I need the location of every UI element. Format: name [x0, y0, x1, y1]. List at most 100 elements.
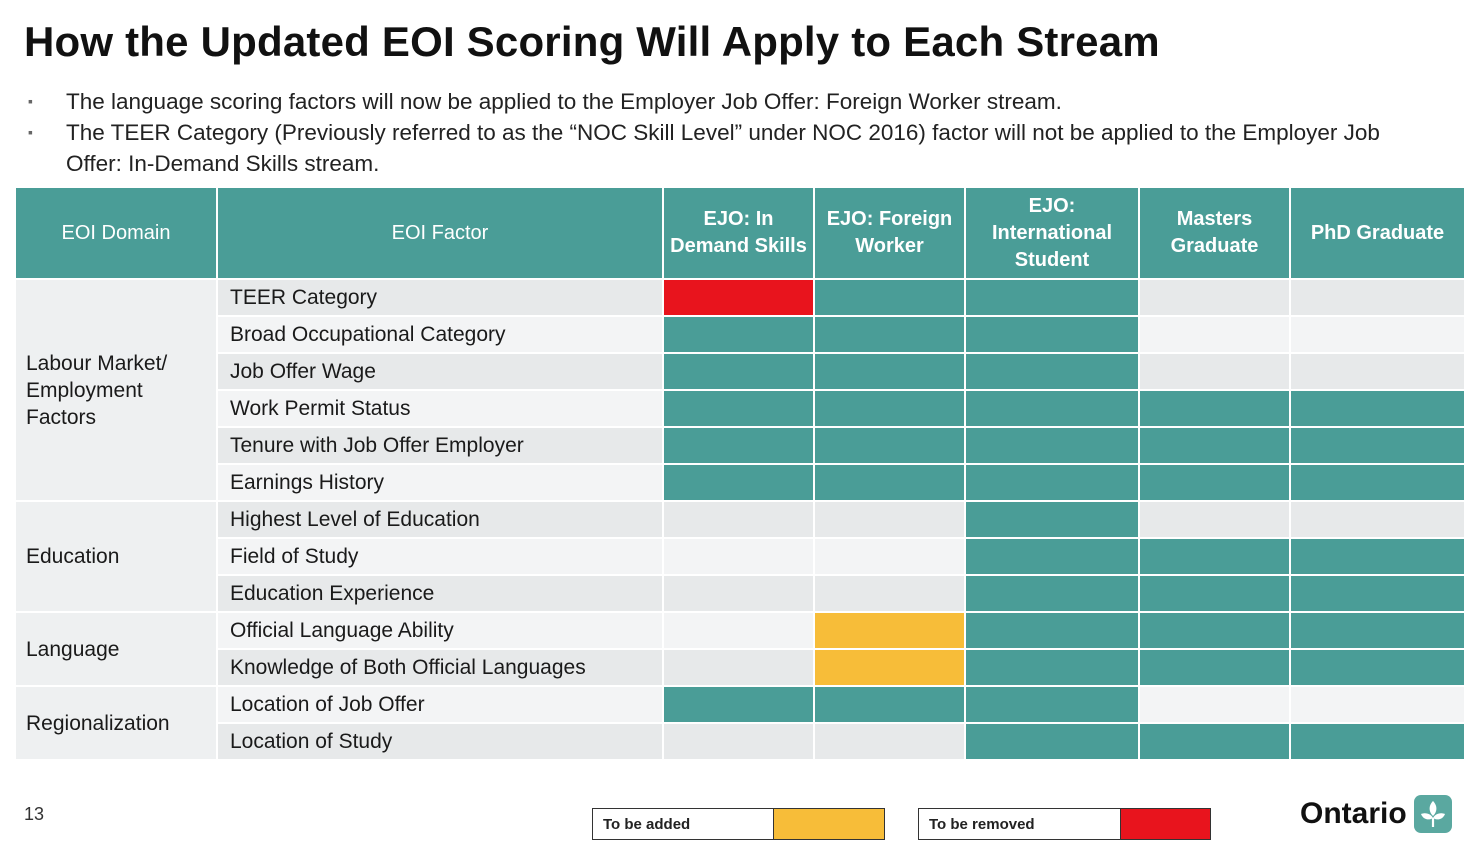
eoi-table-container: EOI Domain EOI Factor EJO: In Demand Ski…	[14, 188, 1466, 761]
table-row: Location of Study	[15, 722, 1466, 761]
table-row: Tenure with Job Offer Employer	[15, 426, 1466, 465]
status-cell-applied	[1138, 463, 1291, 502]
table-row: Labour Market/ Employment Factors TEER Ca…	[14, 278, 1466, 502]
table-body: Labour Market/ Employment Factors TEER Ca…	[14, 278, 1466, 761]
bullet-text: The language scoring factors will now be…	[66, 89, 1062, 114]
status-cell-applied	[964, 685, 1140, 724]
status-cell-applied	[662, 352, 815, 391]
status-cell-applied	[1289, 537, 1466, 576]
domain-cell: Education	[14, 500, 218, 613]
status-cell-applied	[964, 389, 1140, 428]
slide-title: How the Updated EOI Scoring Will Apply t…	[24, 18, 1160, 65]
status-cell-none	[1138, 315, 1291, 354]
ontario-wordmark: Ontario	[1300, 797, 1407, 830]
status-cell-none	[1289, 278, 1466, 317]
table-row: Education Highest Level of Education	[14, 500, 1466, 613]
status-cell-none	[1289, 352, 1466, 391]
status-cell-applied	[1138, 574, 1291, 613]
factor-cell: Earnings History	[216, 463, 664, 502]
ontario-logo: Ontario	[1300, 794, 1453, 834]
header-eoi-factor: EOI Factor	[216, 188, 664, 280]
status-cell-applied	[813, 463, 966, 502]
status-cell-applied	[964, 426, 1140, 465]
status-cell-none	[662, 611, 815, 650]
status-cell-applied	[964, 574, 1140, 613]
status-cell-applied	[813, 315, 966, 354]
legend-to-be-added: To be added	[592, 808, 885, 840]
legend-removed-swatch	[1121, 809, 1210, 839]
status-cell-none	[813, 500, 966, 539]
factor-cell: Location of Job Offer	[216, 685, 664, 724]
status-cell-applied	[662, 389, 815, 428]
status-cell-applied	[1138, 611, 1291, 650]
status-cell-applied	[964, 722, 1140, 761]
legend-added-label: To be added	[593, 809, 774, 839]
status-cell-applied	[1289, 426, 1466, 465]
factor-cell: Work Permit Status	[216, 389, 664, 428]
status-cell-applied	[813, 426, 966, 465]
status-cell-applied	[1289, 574, 1466, 613]
factor-cell: Official Language Ability	[216, 611, 664, 650]
table-row: Education Experience	[15, 574, 1466, 613]
header-ejo-foreign-worker: EJO: Foreign Worker	[813, 188, 966, 280]
status-cell-applied	[813, 278, 966, 317]
status-cell-applied	[964, 537, 1140, 576]
table-header-row: EOI Domain EOI Factor EJO: In Demand Ski…	[14, 188, 1466, 280]
domain-cell: Labour Market/ Employment Factors	[14, 278, 218, 502]
factor-cell: Field of Study	[216, 537, 664, 576]
status-cell-applied	[964, 463, 1140, 502]
status-cell-none	[1138, 500, 1291, 539]
status-cell-none	[813, 574, 966, 613]
table-row: Earnings History	[15, 463, 1466, 502]
status-cell-applied	[1289, 648, 1466, 687]
status-cell-none	[1289, 500, 1466, 539]
header-phd-graduate: PhD Graduate	[1289, 188, 1466, 280]
status-cell-removed	[662, 278, 815, 317]
table-row: Knowledge of Both Official Languages	[15, 648, 1466, 687]
status-cell-none	[662, 500, 815, 539]
status-cell-applied	[1138, 537, 1291, 576]
status-cell-applied	[964, 315, 1140, 354]
table-row: Broad Occupational Category	[15, 315, 1466, 354]
status-cell-none	[813, 537, 966, 576]
status-cell-applied	[1138, 426, 1291, 465]
page-number: 13	[24, 804, 45, 824]
trillium-icon	[1413, 795, 1452, 833]
status-cell-applied	[662, 463, 815, 502]
status-cell-added	[813, 648, 966, 687]
domain-cell: Language	[14, 611, 218, 687]
domain-cell: Regionalization	[14, 685, 218, 761]
status-cell-none	[1289, 685, 1466, 724]
status-cell-applied	[1289, 389, 1466, 428]
legend-to-be-removed: To be removed	[918, 808, 1211, 840]
status-cell-applied	[1138, 389, 1291, 428]
factor-cell: Job Offer Wage	[216, 352, 664, 391]
status-cell-applied	[1289, 611, 1466, 650]
table-row: Job Offer Wage	[15, 352, 1466, 391]
factor-cell: Education Experience	[216, 574, 664, 613]
factor-cell: Tenure with Job Offer Employer	[216, 426, 664, 465]
status-cell-applied	[1289, 722, 1466, 761]
status-cell-applied	[1138, 722, 1291, 761]
status-cell-none	[662, 537, 815, 576]
table-row: Language Official Language Ability	[14, 611, 1466, 687]
bullet-item: ▪ The TEER Category (Previously referred…	[22, 117, 1442, 179]
status-cell-applied	[662, 426, 815, 465]
header-ejo-in-demand-skills: EJO: In Demand Skills	[662, 188, 815, 280]
bullet-list: ▪ The language scoring factors will now …	[22, 86, 1442, 179]
status-cell-none	[1138, 278, 1291, 317]
status-cell-none	[1138, 685, 1291, 724]
factor-cell: Location of Study	[216, 722, 664, 761]
factor-cell: Highest Level of Education	[216, 500, 664, 539]
bullet-dot-icon: ▪	[28, 93, 33, 109]
factor-cell: Broad Occupational Category	[216, 315, 664, 354]
status-cell-applied	[964, 278, 1140, 317]
status-cell-none	[1138, 352, 1291, 391]
status-cell-none	[662, 722, 815, 761]
status-cell-applied	[662, 315, 815, 354]
status-cell-applied	[813, 685, 966, 724]
status-cell-applied	[813, 389, 966, 428]
status-cell-applied	[1289, 463, 1466, 502]
header-ejo-international-student: EJO: International Student	[964, 188, 1140, 280]
bullet-dot-icon: ▪	[28, 124, 33, 140]
